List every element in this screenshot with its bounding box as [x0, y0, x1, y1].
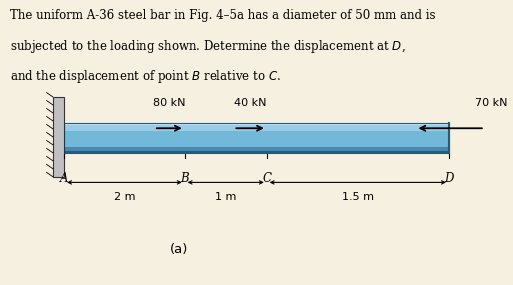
Text: 2 m: 2 m [114, 192, 135, 202]
Text: 1.5 m: 1.5 m [342, 192, 374, 202]
Bar [64, 125, 449, 131]
Text: C: C [262, 172, 271, 186]
Text: The uniform A-36 steel bar in Fig. 4–5a has a diameter of 50 mm and is: The uniform A-36 steel bar in Fig. 4–5a … [10, 9, 436, 22]
Text: D: D [444, 172, 453, 186]
Text: subjected to the loading shown. Determine the displacement at $D$,: subjected to the loading shown. Determin… [10, 38, 406, 56]
Text: A: A [60, 172, 68, 186]
Text: 40 kN: 40 kN [234, 98, 266, 108]
Text: 1 m: 1 m [215, 192, 236, 202]
Bar [53, 97, 64, 177]
Text: B: B [181, 172, 189, 186]
Bar [64, 151, 449, 153]
Text: 70 kN: 70 kN [475, 98, 507, 108]
Bar [64, 123, 449, 153]
Text: (a): (a) [170, 243, 189, 256]
Bar [64, 147, 449, 151]
Bar [64, 123, 449, 125]
Bar [64, 131, 449, 147]
Text: 80 kN: 80 kN [153, 98, 186, 108]
Text: and the displacement of point $B$ relative to $C$.: and the displacement of point $B$ relati… [10, 68, 281, 85]
